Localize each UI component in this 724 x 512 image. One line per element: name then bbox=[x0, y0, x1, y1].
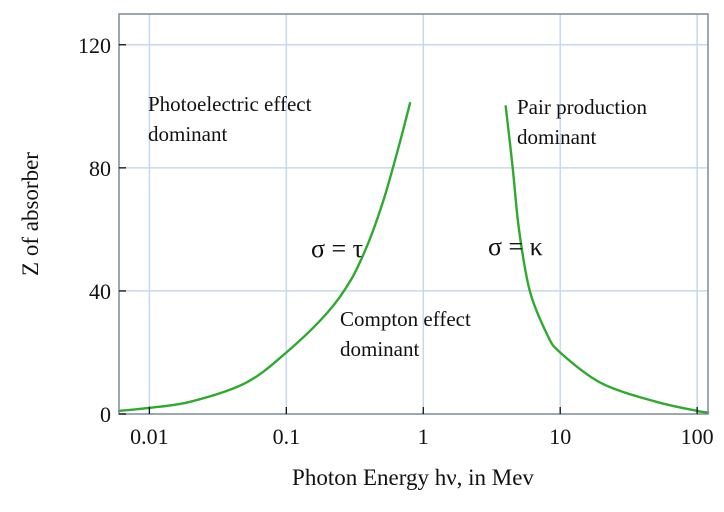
plot-frame bbox=[118, 13, 709, 415]
annotation-compton-line1: Compton effect bbox=[340, 307, 471, 331]
grid bbox=[119, 14, 708, 414]
x-tick-label: 0.1 bbox=[273, 424, 301, 449]
curve-sigma-tau bbox=[117, 102, 412, 413]
x-tick-label: 1 bbox=[418, 424, 429, 449]
y-axis-title: Z of absorber bbox=[18, 152, 43, 276]
curves bbox=[117, 102, 710, 414]
curve-label-sigma-kappa: σ = κ bbox=[488, 232, 543, 261]
x-tick-label: 0.01 bbox=[130, 424, 169, 449]
curve-label-sigma-tau: σ = τ bbox=[311, 234, 363, 263]
annotation-pair-production-line1: Pair production bbox=[517, 95, 648, 119]
x-axis-title: Photon Energy hν, in Mev bbox=[292, 465, 534, 490]
annotation-compton-line2: dominant bbox=[340, 337, 419, 361]
x-tick-label: 100 bbox=[681, 424, 714, 449]
annotation-compton: Compton effect dominant bbox=[340, 307, 476, 361]
x-tick-label: 10 bbox=[549, 424, 571, 449]
annotation-pair-production: Pair production dominant bbox=[517, 95, 652, 149]
y-tick-label: 0 bbox=[100, 402, 111, 427]
y-tick-label: 40 bbox=[89, 279, 111, 304]
annotation-photoelectric: Photoelectric effect dominant bbox=[148, 92, 317, 146]
curve-sigma-kappa bbox=[504, 105, 710, 414]
annotation-pair-production-line2: dominant bbox=[517, 125, 596, 149]
ticks: 0.01 0.1 1 10 100 0 40 80 120 bbox=[78, 33, 714, 449]
y-tick-label: 120 bbox=[78, 33, 111, 58]
annotation-photoelectric-line1: Photoelectric effect bbox=[148, 92, 312, 116]
y-tick-label: 80 bbox=[89, 156, 111, 181]
annotation-photoelectric-line2: dominant bbox=[148, 122, 227, 146]
